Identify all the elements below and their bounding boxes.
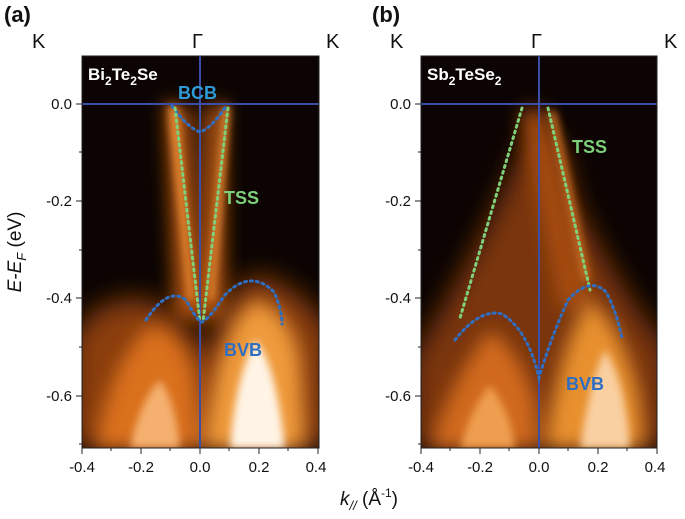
- y-tick-label: 0.0: [51, 96, 72, 113]
- x-tick-label: -0.4: [69, 459, 95, 476]
- panel-a-material: Bi2Te2Se: [88, 65, 158, 88]
- panel-a-tss-label: TSS: [224, 188, 259, 208]
- panel-b-y-axis: 0.0 -0.2 -0.4 -0.6: [385, 96, 421, 445]
- x-tick-label: 0.4: [306, 459, 327, 476]
- panel-b-bvb-label: BVB: [566, 374, 604, 394]
- panel-b-k-left: K: [390, 31, 404, 53]
- panel-a-bcb-curve: [170, 104, 228, 134]
- panel-a-label: (a): [4, 2, 31, 27]
- y-axis-title: E-EF (eV): [5, 212, 29, 293]
- x-tick-label: -0.2: [467, 459, 493, 476]
- y-tick-label: -0.4: [46, 290, 72, 307]
- panel-a-bvb-curve: [144, 279, 284, 326]
- panel-a-tss-left: [173, 106, 202, 324]
- panel-a-bvb-label: BVB: [224, 340, 262, 360]
- x-tick-label: 0.4: [645, 459, 666, 476]
- panel-b-material: Sb2TeSe2: [427, 65, 502, 88]
- x-tick-label: 0.0: [529, 459, 550, 476]
- y-tick-label: -0.2: [46, 193, 72, 210]
- panel-b-x-axis: -0.4 -0.2 0.0 0.2 0.4: [408, 448, 665, 476]
- x-tick-label: 0.2: [249, 459, 270, 476]
- y-tick-label: -0.4: [385, 290, 411, 307]
- x-tick-label: -0.2: [128, 459, 154, 476]
- panel-a-y-axis: 0.0 -0.2 -0.4 -0.6: [46, 96, 82, 445]
- panel-b-gamma: Γ: [531, 31, 542, 53]
- x-tick-label: 0.0: [190, 459, 211, 476]
- panel-b-tss-right: [546, 106, 592, 292]
- y-tick-label: -0.2: [385, 193, 411, 210]
- y-tick-label: -0.6: [385, 388, 411, 405]
- panel-b: (b) K Γ K Sb2TeSe2 TSS BV: [372, 2, 678, 476]
- panel-b-tss-left: [458, 106, 524, 320]
- panel-a-x-axis: -0.4 -0.2 0.0 0.2 0.4: [69, 448, 326, 476]
- x-axis-title: k// (Å-1): [340, 486, 398, 513]
- panel-a-k-left: K: [32, 31, 46, 53]
- x-tick-label: -0.4: [408, 459, 434, 476]
- panel-b-bvb-curve: [453, 284, 624, 384]
- panel-b-tss-label: TSS: [572, 137, 607, 157]
- panel-b-label: (b): [372, 2, 400, 27]
- panel-a-tss-right: [201, 106, 230, 324]
- y-tick-label: -0.6: [46, 388, 72, 405]
- x-tick-label: 0.2: [588, 459, 609, 476]
- y-tick-label: 0.0: [390, 96, 411, 113]
- panel-a-bcb-label: BCB: [178, 83, 217, 103]
- panel-a-k-right: K: [326, 31, 340, 53]
- panel-b-k-right: K: [664, 31, 678, 53]
- panel-a-gamma: Γ: [192, 31, 203, 53]
- panel-a: (a) K Γ K: [4, 2, 340, 476]
